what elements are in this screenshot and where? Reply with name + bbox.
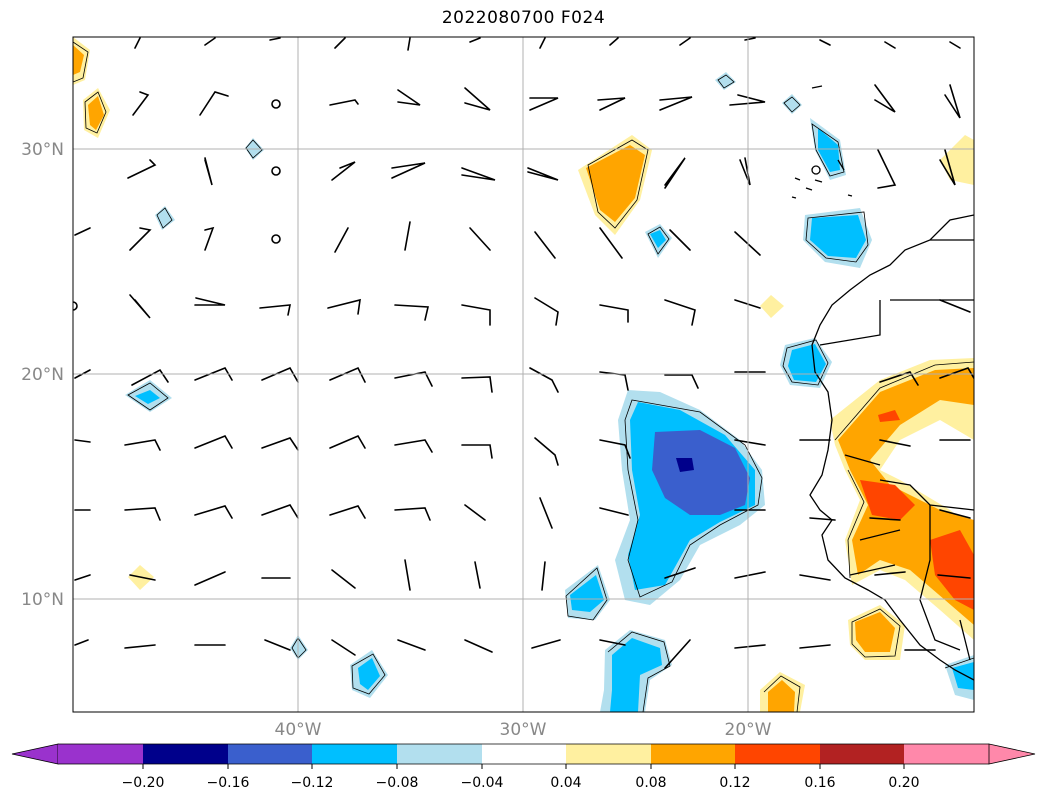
colorbar-segment [312,744,397,764]
y-tick-label: 10°N [21,590,64,610]
x-tick-label: 30°W [500,720,547,740]
colorbar-segment [651,744,735,764]
negative-anomaly-region [610,638,662,712]
negative-anomaly-region [782,94,802,114]
negative-anomaly-region [818,128,840,172]
axis-labels: 40°W 30°W 20°W 30°N 20°N 10°N [21,140,772,740]
positive-anomaly-region [586,145,645,222]
colorbar-extend-low [11,743,59,765]
y-tick-label: 30°N [21,140,64,160]
x-tick-label: 40°W [275,720,322,740]
colorbar-tick-label: 0.08 [635,775,666,791]
strong-positive-region [930,530,974,610]
x-tick-label: 20°W [725,720,772,740]
colorbar-tick-label: −0.08 [376,775,419,791]
negative-anomaly-region [650,230,666,248]
negative-anomaly-region [358,658,380,690]
colorbar: −0.20 −0.16 −0.12 −0.08 −0.04 0.04 0.08 … [11,743,1036,791]
negative-anomaly-region [135,390,160,404]
map-frame [72,36,975,713]
colorbar-segment [228,744,312,764]
colorbar-tick-label: 0.16 [804,775,835,791]
negative-anomaly-region [952,662,974,690]
coastlines [791,85,974,681]
colorbar-segment [566,744,651,764]
darkest-negative-region [676,458,694,472]
graticule [73,37,974,712]
positive-anomaly-region [855,612,895,652]
colorbar-tick-label: 0.20 [888,775,919,791]
colorbar-segment [397,744,482,764]
map-title: 2022080700 F024 [441,8,606,28]
colorbar-segment [904,744,989,764]
negative-anomaly-region [810,215,866,258]
negative-anomaly-region [570,575,604,612]
colorbar-segment [143,744,228,764]
contour-lines [73,41,974,712]
positive-anomaly-region [768,680,795,712]
colorbar-tick-label: 0.12 [719,775,750,791]
y-tick-label: 20°N [21,365,64,385]
strong-positive-region [878,410,900,422]
colorbar-tick-label: 0.04 [550,775,581,791]
colorbar-segment [820,744,904,764]
strong-positive-region [860,480,915,520]
colorbar-segment [482,744,566,764]
positive-anomaly-region [73,45,84,75]
negative-anomaly-region [290,635,308,660]
shaded-anomaly-layer [73,37,974,712]
positive-anomaly-region [88,96,104,130]
negative-anomaly-region [715,72,736,90]
colorbar-segment [58,744,143,764]
positive-anomaly-region [760,295,784,318]
colorbar-extend-high [988,743,1036,765]
colorbar-segment [735,744,820,764]
negative-anomaly-region [788,344,826,382]
colorbar-tick-label: −0.04 [461,775,504,791]
colorbar-tick-label: −0.20 [122,775,165,791]
colorbar-tick-label: −0.16 [207,775,250,791]
wind-barbs [73,37,974,669]
colorbar-tick-label: −0.12 [291,775,334,791]
strong-negative-region [652,430,750,515]
positive-anomaly-region [940,135,974,185]
